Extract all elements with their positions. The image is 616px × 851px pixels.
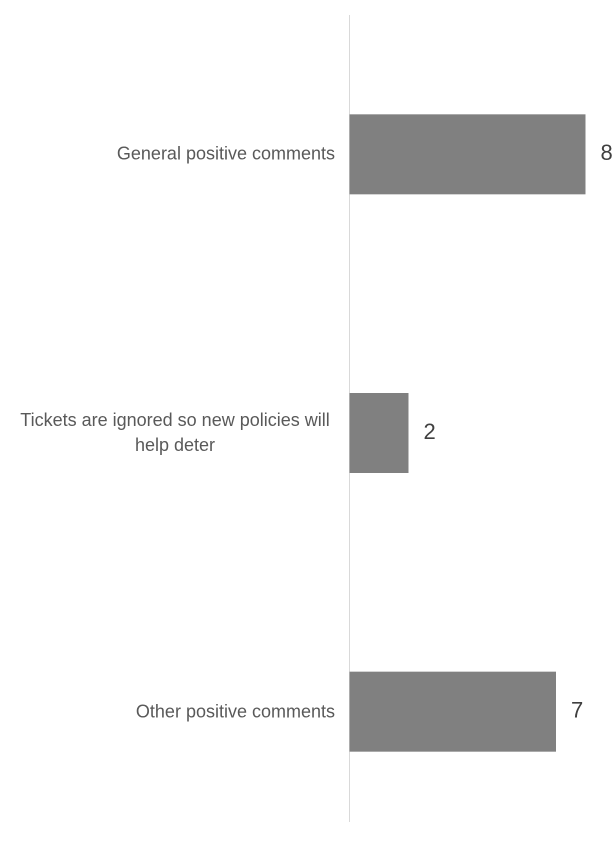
category-label: General positive comments: [116, 143, 335, 164]
bar: [349, 671, 556, 752]
bar: [349, 393, 409, 473]
data-label: 2: [424, 419, 436, 444]
category-label: Tickets are ignored so new policies will…: [20, 410, 330, 455]
category-label: Other positive comments: [135, 701, 335, 722]
data-label: 8: [601, 140, 613, 165]
category-label-box: Tickets are ignored so new policies will…: [15, 408, 335, 458]
data-label: 7: [571, 697, 583, 722]
category-label-box: Other positive comments: [136, 699, 335, 724]
bar: [349, 114, 586, 195]
category-label-box: General positive comments: [117, 142, 335, 167]
